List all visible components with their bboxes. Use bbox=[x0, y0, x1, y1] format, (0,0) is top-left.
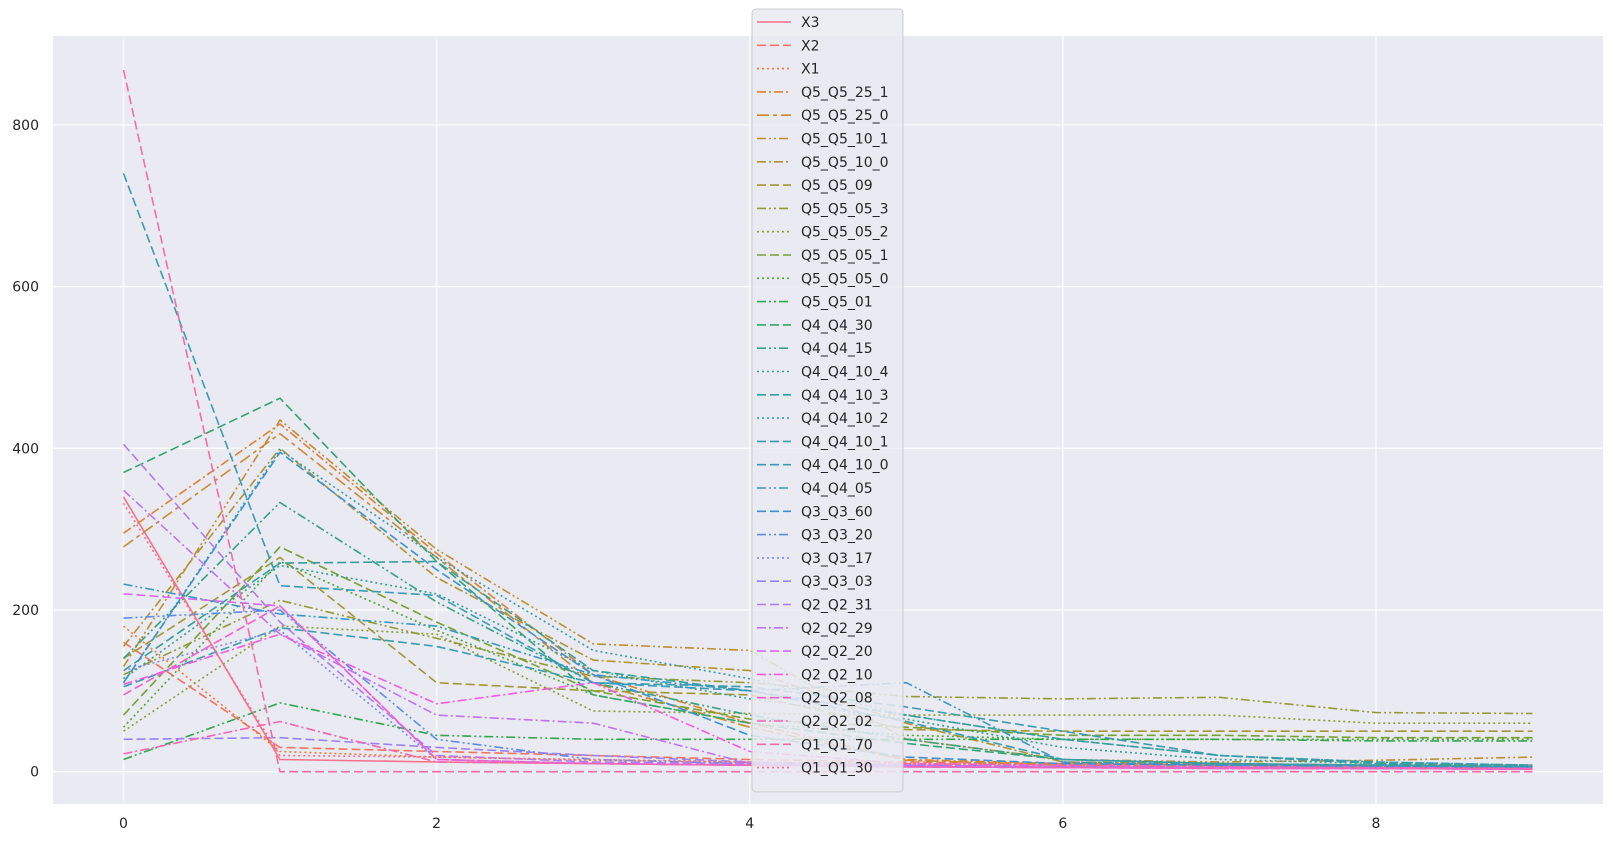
legend-label: Q2_Q2_20 bbox=[801, 644, 873, 660]
legend-label: Q4_Q4_30 bbox=[801, 318, 873, 334]
x-tick-label: 6 bbox=[1058, 816, 1067, 832]
y-axis-ticks: 0 200 400 600 800 bbox=[12, 118, 39, 781]
legend-label: Q4_Q4_10_4 bbox=[801, 365, 889, 381]
series-line bbox=[123, 720, 1533, 771]
legend-label: Q2_Q2_10 bbox=[801, 667, 873, 683]
legend-label: Q5_Q5_01 bbox=[801, 295, 873, 311]
legend-label: Q5_Q5_09 bbox=[801, 178, 873, 194]
legend-label: Q2_Q2_02 bbox=[801, 714, 873, 730]
legend-label: Q2_Q2_31 bbox=[801, 598, 873, 614]
legend-label: Q4_Q4_10_0 bbox=[801, 458, 889, 474]
series-line bbox=[123, 625, 1533, 732]
x-tick-label: 0 bbox=[119, 816, 128, 832]
legend-label: Q3_Q3_17 bbox=[801, 551, 873, 567]
series-line bbox=[122, 173, 1533, 768]
legend-label: Q4_Q4_10_2 bbox=[801, 411, 889, 427]
legend-label: Q5_Q5_05_3 bbox=[801, 201, 889, 217]
legend-label: X2 bbox=[801, 38, 820, 54]
legend-label: Q2_Q2_08 bbox=[801, 691, 873, 707]
legend: X3 X2 X1 Q5_Q5_25_1 Q5_Q5_25_0 Q5_Q5_10_1 Q5_Q… bbox=[751, 8, 904, 793]
legend-label: Q5_Q5_25_1 bbox=[801, 85, 889, 101]
legend-label: Q4_Q4_05 bbox=[801, 481, 873, 497]
legend-label: Q3_Q3_03 bbox=[801, 574, 873, 590]
legend-label: Q5_Q5_10_0 bbox=[801, 155, 889, 171]
legend-label: X3 bbox=[801, 15, 820, 31]
series-line bbox=[123, 605, 1533, 771]
x-tick-label: 4 bbox=[745, 816, 754, 832]
legend-box bbox=[751, 8, 904, 793]
legend-label: Q5_Q5_25_0 bbox=[801, 108, 889, 124]
y-tick-label: 600 bbox=[12, 280, 39, 296]
legend-label: Q1_Q1_70 bbox=[801, 737, 873, 753]
y-tick-label: 800 bbox=[12, 118, 39, 134]
legend-label: Q4_Q4_10_3 bbox=[801, 388, 889, 404]
legend-label: Q2_Q2_29 bbox=[801, 621, 873, 637]
y-tick-label: 0 bbox=[30, 765, 39, 781]
legend-label: Q4_Q4_10_1 bbox=[801, 434, 889, 450]
series-line bbox=[122, 502, 1533, 770]
x-axis-ticks: 0 2 4 6 8 bbox=[119, 816, 1380, 832]
legend-label: Q3_Q3_20 bbox=[801, 528, 873, 544]
legend-label: Q3_Q3_60 bbox=[801, 504, 873, 520]
x-tick-label: 2 bbox=[432, 816, 441, 832]
legend-label: Q5_Q5_05_0 bbox=[801, 271, 889, 287]
y-tick-label: 200 bbox=[12, 603, 39, 619]
series-line bbox=[122, 449, 1533, 766]
x-tick-label: 8 bbox=[1372, 816, 1381, 832]
legend-label: Q5_Q5_05_1 bbox=[801, 248, 889, 264]
y-tick-label: 400 bbox=[12, 441, 39, 457]
legend-label: X1 bbox=[801, 62, 820, 78]
legend-label: Q5_Q5_10_1 bbox=[801, 132, 889, 148]
legend-label: Q4_Q4_15 bbox=[801, 341, 873, 357]
legend-label: Q1_Q1_30 bbox=[801, 761, 873, 777]
legend-label: Q5_Q5_05_2 bbox=[801, 225, 889, 241]
series-line bbox=[122, 451, 1533, 769]
